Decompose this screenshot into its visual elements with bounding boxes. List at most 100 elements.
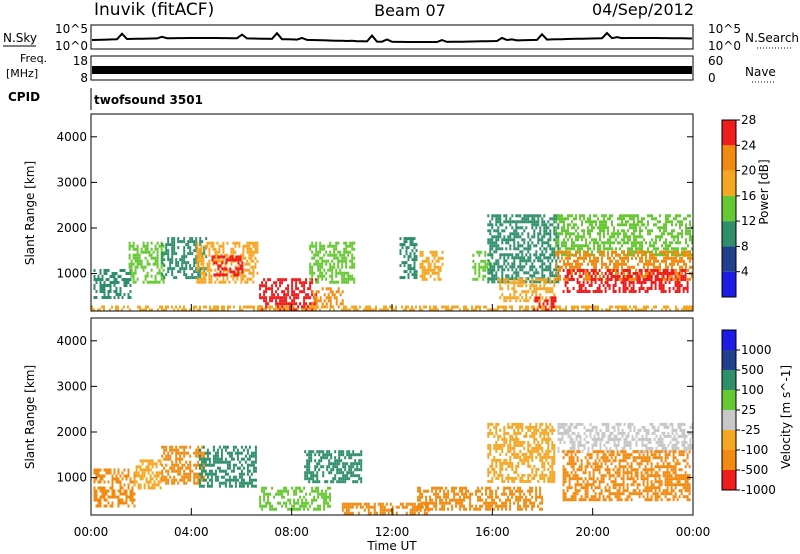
heatmap-cell [559,217,561,221]
heatmap-cell [218,460,221,464]
heatmap-cell [427,268,430,272]
heatmap-cell [254,445,257,449]
heatmap-cell [611,259,613,263]
heatmap-cell [167,454,170,458]
heatmap-cell [425,259,428,263]
heatmap-cell [99,284,102,287]
heatmap-cell [639,308,641,312]
heatmap-cell [459,486,462,490]
heatmap-cell [497,238,500,242]
heatmap-cell [214,460,217,464]
heatmap-cell [595,220,597,224]
heatmap-cell [295,501,298,505]
heatmap-cell [551,259,554,263]
heatmap-cell [216,448,219,452]
heatmap-cell [517,241,520,245]
heatmap-cell [195,261,198,265]
heatmap-cell [301,501,304,505]
heatmap-cell [637,217,639,221]
heatmap-cell [654,284,657,287]
heatmap-cell [495,241,498,245]
heatmap-cell [513,479,516,483]
heatmap-cell [673,247,675,251]
heatmap-cell [665,259,667,263]
heatmap-cell [501,287,504,291]
heatmap-cell [221,255,224,259]
heatmap-cell [171,249,174,253]
heatmap-cell [519,443,522,447]
heatmap-cell [115,308,117,312]
heatmap-cell [177,457,180,461]
heatmap-cell [185,466,188,470]
heatmap-cell [541,235,544,239]
heatmap-cell [658,278,661,281]
heatmap-cell [533,244,536,248]
heatmap-cell [511,492,514,496]
heatmap-cell [439,277,442,281]
heatmap-cell [627,259,629,263]
heatmap-cell [263,296,266,300]
heatmap-cell [348,471,351,475]
heatmap-cell [682,287,685,290]
heatmap-cell [691,238,693,242]
heatmap-cell [171,255,174,259]
heatmap-cell [317,305,319,309]
heatmap-cell [551,274,554,278]
heatmap-cell [148,253,151,257]
heatmap-cell [489,431,492,435]
heatmap-cell [348,450,351,454]
heatmap-cell [471,492,474,496]
heatmap-cell [505,458,508,462]
heatmap-cell [583,235,585,239]
heatmap-cell [608,278,611,281]
heatmap-cell [309,247,312,251]
heatmap-cell [167,267,170,271]
heatmap-cell [129,480,132,484]
heatmap-cell [216,460,219,464]
heatmap-cell [161,472,164,476]
heatmap-cell [537,495,540,499]
freq-trace [92,66,692,74]
heatmap-cell [161,475,164,479]
heatmap-cell [216,271,219,275]
heatmap-cell [571,308,573,312]
cpid-label: CPID [8,90,40,104]
heatmap-cell [119,483,122,487]
heatmap-cell [659,250,661,254]
heatmap-cell [220,469,223,473]
heatmap-cell [615,238,617,242]
heatmap-cell [215,273,218,277]
heatmap-cell [493,229,496,233]
heatmap-cell [517,473,520,477]
heatmap-cell [675,308,677,312]
heatmap-cell [663,247,665,251]
heatmap-cell [121,308,123,312]
heatmap-cell [653,223,655,227]
heatmap-cell [685,226,687,230]
heatmap-cell [511,437,514,441]
heatmap-cell [519,265,522,269]
colorbar-segment [722,170,736,196]
heatmap-cell [239,264,242,268]
heatmap-cell [165,463,168,467]
heatmap-cell [134,253,137,257]
heatmap-cell [689,223,691,227]
heatmap-cell [119,474,122,478]
heatmap-cell [205,305,207,309]
heatmap-cell [662,287,665,290]
heatmap-cell [317,495,320,499]
heatmap-cell [189,308,191,312]
heatmap-cell [217,273,220,277]
heatmap-cell [591,220,593,224]
heatmap-cell [105,278,108,281]
heatmap-cell [413,273,416,277]
heatmap-cell [311,274,314,278]
heatmap-cell [248,256,251,260]
heatmap-cell [624,290,627,293]
heatmap-cell [345,247,348,251]
heatmap-cell [589,277,591,281]
heatmap-cell [515,268,518,272]
heatmap-cell [533,229,536,233]
heatmap-cell [633,217,635,221]
heatmap-cell [667,253,669,257]
